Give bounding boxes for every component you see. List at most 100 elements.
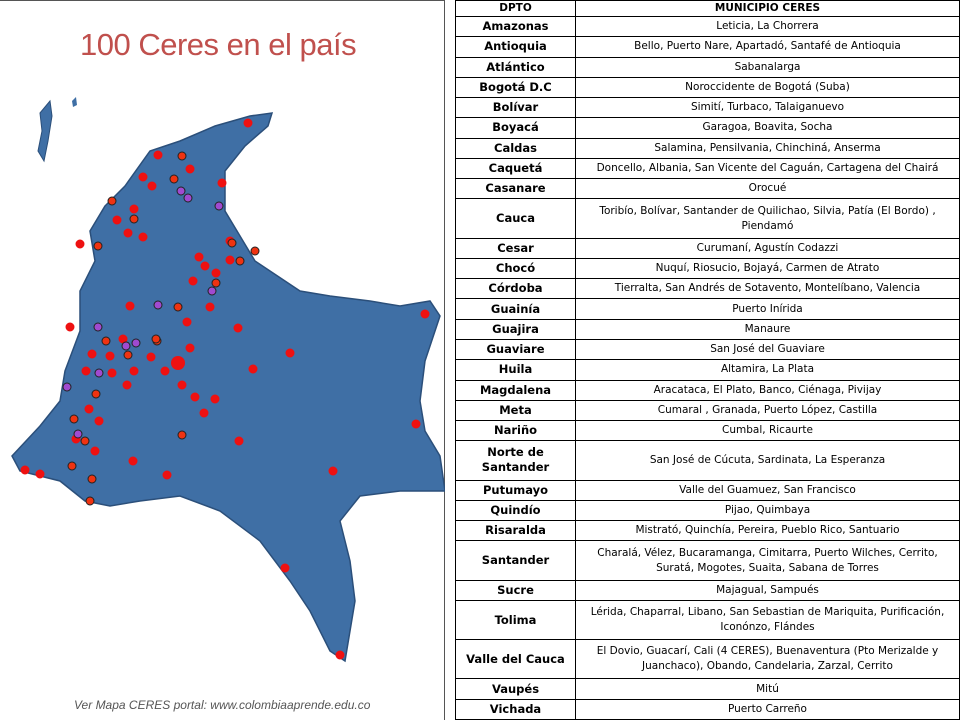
dot	[205, 302, 215, 312]
municipality-cell: Charalá, Vélez, Bucaramanga, Cimitarra, …	[575, 540, 960, 581]
municipality-cell: Cumaral , Granada, Puerto López, Castill…	[575, 399, 960, 422]
dot	[129, 214, 139, 224]
dot	[227, 238, 237, 248]
header-cell: MUNICIPIO CERES	[575, 0, 960, 17]
dot	[93, 241, 103, 251]
municipality-cell: Noroccidente de Bogotá (Suba)	[575, 76, 960, 99]
municipality-cell: Puerto Inírida	[575, 298, 960, 320]
dot	[233, 323, 243, 333]
dot	[138, 172, 148, 182]
dot	[194, 252, 204, 262]
department-cell: Vichada	[455, 698, 576, 721]
dot	[65, 322, 75, 332]
dot	[91, 389, 101, 399]
table-row: Amazonas Leticia, La Chorrera	[455, 15, 960, 38]
table-row: Chocó Nuquí, Riosucio, Bojayá, Carmen de …	[455, 257, 960, 280]
dot	[185, 164, 195, 174]
municipality-cell: Tierralta, San Andrés de Sotavento, Mont…	[575, 278, 960, 300]
title: 100 Ceres en el país	[80, 27, 357, 62]
municipality-cell: Altamira, La Plata	[575, 359, 960, 381]
department-cell: Huila	[455, 359, 576, 381]
dot	[128, 456, 138, 466]
table-row: Casanare Orocué	[455, 178, 960, 200]
table-row: Antioquia Bello, Puerto Nare, Apartadó, S…	[455, 36, 960, 58]
table-row: Cauca Toribío, Bolívar, Santander de Quil…	[455, 198, 960, 239]
department-cell: Caquetá	[455, 157, 576, 180]
dot	[177, 430, 187, 440]
dot	[217, 178, 227, 188]
table-row: Cesar Curumaní, Agustín Codazzi	[455, 237, 960, 259]
dot	[90, 446, 100, 456]
ceres-table: DPTO MUNICIPIO CERES Amazonas Leticia, La…	[455, 0, 960, 721]
dot	[190, 392, 200, 402]
dot	[235, 256, 245, 266]
map	[11, 97, 445, 663]
header-cell: DPTO	[455, 0, 576, 17]
department-cell: Guajira	[455, 318, 576, 340]
dot	[75, 239, 85, 249]
table-row: Boyacá Garagoa, Boavita, Socha	[455, 117, 960, 139]
dot	[129, 204, 139, 214]
dot	[214, 201, 224, 211]
table-row: Guajira Manaure	[455, 318, 960, 340]
dot	[105, 351, 115, 361]
municipality-cell: Aracataca, El Plato, Banco, Ciénaga, Piv…	[575, 379, 960, 401]
dot	[250, 246, 260, 256]
dot	[146, 352, 156, 362]
dot	[169, 174, 179, 184]
dot	[80, 436, 90, 446]
dot	[211, 278, 221, 288]
table-row: Magdalena Aracataca, El Plato, Banco, Cié…	[455, 379, 960, 401]
dot	[73, 429, 83, 439]
municipality-cell: Valle del Guamuez, San Francisco	[575, 479, 960, 501]
dot	[420, 309, 430, 319]
dot	[173, 302, 183, 312]
table-row: Norte de Santander San José de Cúcuta, Sa…	[455, 440, 960, 481]
municipality-cell: Puerto Carreño	[575, 698, 960, 721]
department-cell: Antioquia	[455, 36, 576, 58]
dot	[207, 286, 217, 296]
municipality-cell: El Dovio, Guacarí, Cali (4 CERES), Buena…	[575, 639, 960, 680]
department-cell: Norte de Santander	[455, 440, 576, 481]
department-cell: Bolívar	[455, 97, 576, 119]
dot	[234, 436, 244, 446]
dot	[84, 404, 94, 414]
department-cell: Chocó	[455, 257, 576, 280]
municipality-cell: Nuquí, Riosucio, Bojayá, Carmen de Atrat…	[575, 257, 960, 280]
dot	[188, 276, 198, 286]
department-cell: Cauca	[455, 198, 576, 239]
department-cell: Meta	[455, 399, 576, 422]
department-cell: Valle del Cauca	[455, 639, 576, 680]
department-cell: Casanare	[455, 178, 576, 200]
dot	[123, 350, 133, 360]
municipality-cell: Curumaní, Agustín Codazzi	[575, 237, 960, 259]
department-cell: Sucre	[455, 579, 576, 601]
dot	[87, 349, 97, 359]
dot	[93, 322, 103, 332]
table-row: Caquetá Doncello, Albania, San Vicente de…	[455, 157, 960, 180]
department-cell: Córdoba	[455, 278, 576, 300]
dot	[177, 151, 187, 161]
dot	[153, 150, 163, 160]
table-row: Risaralda Mistrató, Quinchía, Pereira, Pu…	[455, 520, 960, 542]
dot	[112, 215, 122, 225]
table-row: Vichada Puerto Carreño	[455, 698, 960, 721]
table-row: Huila Altamira, La Plata	[455, 359, 960, 381]
department-cell: Guainía	[455, 298, 576, 320]
dot	[183, 193, 193, 203]
header-row: DPTO MUNICIPIO CERES	[455, 0, 960, 17]
municipality-cell: Salamina, Pensilvania, Chinchiná, Anserm…	[575, 137, 960, 159]
department-cell: Putumayo	[455, 479, 576, 501]
dot	[107, 196, 117, 206]
department-cell: Caldas	[455, 137, 576, 159]
dot	[69, 414, 79, 424]
municipality-cell: Lérida, Chaparral, Libano, San Sebastian…	[575, 599, 960, 641]
dot	[129, 366, 139, 376]
department-cell: Vaupés	[455, 678, 576, 700]
dot	[94, 368, 104, 378]
dot	[285, 348, 295, 358]
ceres-dots	[20, 118, 430, 660]
dot	[248, 364, 258, 374]
dot	[211, 268, 221, 278]
municipality-cell: Simití, Turbaco, Talaiganuevo	[575, 97, 960, 119]
